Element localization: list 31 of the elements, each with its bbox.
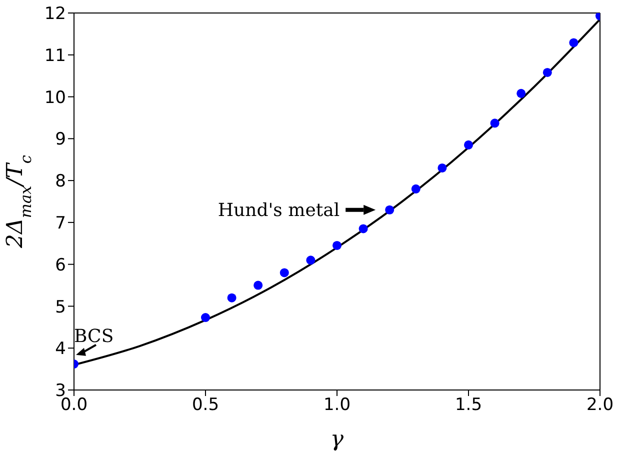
- point: [569, 38, 578, 48]
- point: [490, 118, 500, 128]
- x-tick-label: 2.0: [586, 395, 614, 416]
- point: [227, 293, 236, 302]
- point: [516, 88, 526, 98]
- point: [306, 256, 316, 265]
- point: [542, 68, 552, 77]
- point: [411, 184, 420, 194]
- y-tick-label: 8: [55, 172, 66, 192]
- x-axis-title: γ: [330, 427, 344, 452]
- annotation: BCS: [74, 326, 114, 347]
- x-tick-label: 1.5: [454, 395, 482, 416]
- y-tick-label: 12: [44, 4, 66, 24]
- x-tick-label: 1.0: [323, 395, 351, 416]
- y-tick-label: 7: [55, 213, 66, 234]
- y-tick-label: 10: [44, 88, 66, 108]
- annotation: Hund's metal: [218, 200, 340, 221]
- point: [385, 205, 394, 214]
- y-tick-label: 9: [55, 130, 66, 150]
- y-tick-label: 11: [44, 46, 66, 66]
- point: [332, 240, 342, 250]
- point: [464, 140, 474, 150]
- point: [280, 268, 289, 278]
- point: [254, 280, 263, 290]
- y-tick-label: 4: [55, 339, 66, 360]
- y-tick-label: 5: [55, 297, 66, 318]
- point: [438, 163, 447, 172]
- x-tick-label: 0.5: [192, 395, 220, 416]
- point: [358, 224, 368, 234]
- point: [200, 313, 210, 322]
- y-tick-label: 6: [55, 255, 66, 276]
